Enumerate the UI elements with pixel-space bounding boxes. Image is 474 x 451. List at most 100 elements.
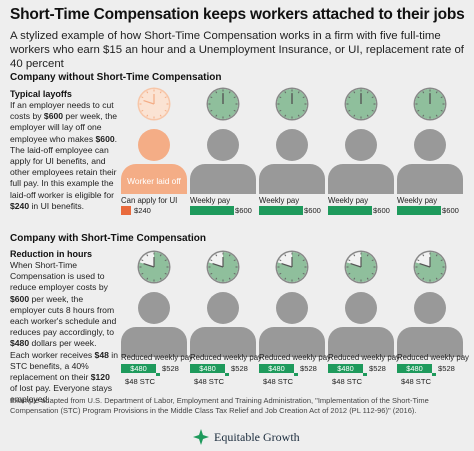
reduction-text-segment: $480: [10, 338, 30, 349]
weekly-pay-bar: [190, 206, 234, 215]
stc-benefit-bar: [225, 373, 229, 376]
reduced-pay-value: $480: [406, 364, 423, 373]
stc-benefit-bar: [294, 373, 298, 376]
clock-icon: [205, 86, 241, 122]
reduced-weekly-pay-label: Reduced weekly pay: [328, 353, 400, 362]
reduced-pay-value: $480: [130, 364, 147, 373]
weekly-pay-bar: [328, 206, 372, 215]
panel-title-reduction-in-hours: Reduction in hours: [10, 249, 92, 259]
reduction-text-segment: in STC benefits, a 40% replacement on th…: [10, 349, 118, 383]
worker-body-icon: [121, 164, 187, 194]
reduced-pay-bar: $480: [397, 364, 432, 373]
worker: Weekly pay $600: [190, 86, 256, 216]
worker-body-icon: [190, 164, 256, 194]
worker-head-icon: [345, 292, 377, 324]
worker-body-icon: [259, 164, 325, 194]
stc-benefit-bar: [363, 373, 367, 376]
reduced-pay-value: $480: [199, 364, 216, 373]
worker: Reduced weekly pay $480 $528 $48 STC: [190, 249, 262, 389]
section-title-without-stc: Company without Short-Time Compensation: [10, 72, 222, 83]
weekly-pay-bar: [397, 206, 441, 215]
weekly-pay-label: Weekly pay: [328, 196, 369, 205]
total-pay-value: $528: [369, 364, 386, 373]
panel-text-typical-layoffs: If an employer needs to cut costs by $60…: [10, 100, 118, 212]
typical-layoffs-text-segment: per week, the employer will lay off one …: [10, 111, 118, 144]
stc-benefit-bar: [156, 373, 160, 376]
worker: Weekly pay $600: [259, 86, 325, 216]
worker-head-icon: [345, 129, 377, 161]
worker: Reduced weekly pay $480 $528 $48 STC: [121, 249, 193, 389]
stc-benefit-value: $48 STC: [332, 377, 362, 386]
total-pay-value: $528: [231, 364, 248, 373]
clock-icon: [412, 86, 448, 122]
worker-head-icon: [207, 129, 239, 161]
worker-body-icon: [328, 327, 394, 357]
total-pay-value: $528: [300, 364, 317, 373]
reduction-text-segment: $48: [94, 349, 109, 360]
worker-head-icon: [414, 129, 446, 161]
worker-body-icon: [190, 327, 256, 357]
reduced-pay-bar: $480: [121, 364, 156, 373]
weekly-pay-label: Weekly pay: [397, 196, 438, 205]
ui-benefit-value: $240: [134, 206, 151, 215]
source-note: Example adapted from U.S. Department of …: [10, 396, 429, 415]
typical-layoffs-text-segment: . The laid-off employee can apply for UI…: [10, 133, 118, 200]
typical-layoffs-text-segment: $240: [10, 200, 30, 211]
stc-benefit-value: $48 STC: [401, 377, 431, 386]
equitable-growth-logo: Equitable Growth: [192, 428, 300, 446]
reduced-pay-value: $480: [337, 364, 354, 373]
worker-body-icon: [121, 327, 187, 357]
weekly-pay-bar: [259, 206, 303, 215]
reduced-weekly-pay-label: Reduced weekly pay: [259, 353, 331, 362]
typical-layoffs-text-segment: in UI benefits.: [29, 200, 85, 211]
figure-subtitle: A stylized example of how Short-Time Com…: [10, 30, 464, 70]
worker-head-icon: [276, 292, 308, 324]
total-pay-value: $528: [162, 364, 179, 373]
typical-layoffs-text-segment: $600: [95, 133, 115, 144]
typical-layoffs-text-segment: If an employer needs to cut costs by: [10, 100, 114, 122]
worker-body-icon: [259, 327, 325, 357]
worker: Weekly pay $600: [397, 86, 463, 216]
weekly-pay-label: Weekly pay: [259, 196, 300, 205]
reduction-text-segment: of lost pay. Everyone stays employed.: [10, 383, 113, 405]
logo-mark-icon: [193, 429, 209, 445]
total-pay-value: $528: [438, 364, 455, 373]
reduced-pay-bar: $480: [259, 364, 294, 373]
worker: Reduced weekly pay $480 $528 $48 STC: [259, 249, 331, 389]
section-title-with-stc: Company with Short-Time Compensation: [10, 233, 206, 244]
weekly-pay-value: $600: [442, 206, 459, 215]
worker: Reduced weekly pay $480 $528 $48 STC: [328, 249, 400, 389]
reduced-pay-value: $480: [268, 364, 285, 373]
stc-benefit-value: $48 STC: [263, 377, 293, 386]
weekly-pay-value: $600: [235, 206, 252, 215]
stc-benefit-value: $48 STC: [125, 377, 155, 386]
panel-text-reduction-in-hours: When Short-Time Compensation is used to …: [10, 260, 118, 406]
reduced-pay-bar: $480: [190, 364, 225, 373]
panel-title-typical-layoffs: Typical layoffs: [10, 89, 72, 99]
worker-head-icon: [138, 129, 170, 161]
ui-benefit-bar: [121, 206, 131, 215]
reduced-pay-bar: $480: [328, 364, 363, 373]
reduction-text-segment: per week, the employer cuts 8 hours from…: [10, 293, 117, 338]
reduced-weekly-pay-label: Reduced weekly pay: [121, 353, 193, 362]
reduced-weekly-pay-label: Reduced weekly pay: [397, 353, 469, 362]
clock-icon: [274, 86, 310, 122]
clock-icon: [274, 249, 310, 285]
worker: Worker laid off Can apply for UI $240: [121, 86, 187, 216]
typical-layoffs-text-segment: $600: [43, 111, 64, 122]
reduction-text-segment: dollars per week. Each worker receives: [10, 338, 97, 360]
worker: Weekly pay $600: [328, 86, 394, 216]
weekly-pay-label: Weekly pay: [190, 196, 231, 205]
worker-body-icon: [397, 164, 463, 194]
worker-head-icon: [414, 292, 446, 324]
laid-off-label: Worker laid off: [127, 176, 181, 186]
clock-icon: [136, 249, 172, 285]
reduction-text-segment: When Short-Time Compensation is used to …: [10, 260, 108, 293]
reduction-text-segment: $600: [10, 293, 30, 304]
apply-ui-label: Can apply for UI: [121, 196, 178, 205]
clock-icon: [205, 249, 241, 285]
worker-body-icon: [397, 327, 463, 357]
worker-head-icon: [207, 292, 239, 324]
worker-head-icon: [276, 129, 308, 161]
reduced-weekly-pay-label: Reduced weekly pay: [190, 353, 262, 362]
